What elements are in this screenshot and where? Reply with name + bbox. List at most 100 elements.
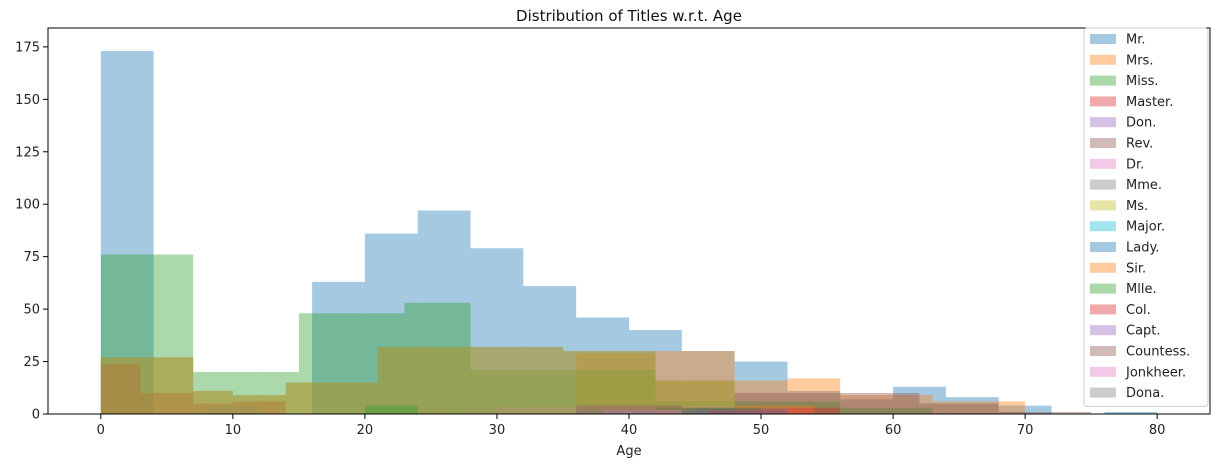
histogram-bar: [100, 51, 154, 415]
legend-swatch: [1090, 346, 1116, 356]
legend-label: Sir.: [1126, 261, 1146, 276]
histogram-bar: [404, 302, 471, 414]
series-0: [100, 51, 1158, 415]
histogram-bar: [655, 380, 735, 414]
legend-entry: Rev.: [1090, 137, 1153, 152]
series-6: [496, 405, 814, 414]
x-tick-label: 60: [885, 423, 902, 438]
histogram-bar: [708, 409, 788, 414]
legend-label: Master.: [1126, 95, 1173, 110]
histogram-bar: [470, 405, 577, 414]
legend-label: Mlle.: [1126, 282, 1157, 297]
y-tick-label: 175: [15, 40, 40, 55]
series-12: [364, 405, 762, 414]
histogram-bar: [681, 407, 788, 414]
x-tick-label: 50: [753, 423, 770, 438]
series-11: [734, 405, 814, 414]
histogram-bar: [681, 351, 735, 414]
x-tick-label: 20: [357, 423, 374, 438]
histogram-bar: [576, 405, 656, 414]
histogram-bar: [576, 353, 656, 414]
histogram-bar: [100, 357, 194, 414]
legend: Mr. Mrs. Miss. Master. Don. Rev. Dr. Mme. Ms. Maj…: [1083, 27, 1209, 407]
legend-swatch: [1090, 54, 1116, 65]
series-8: [100, 346, 735, 414]
series-2: [100, 254, 933, 414]
histogram-bar: [734, 380, 788, 414]
y-tick-label: 100: [15, 198, 40, 213]
histogram-bar: [681, 409, 788, 414]
histogram-bar: [787, 407, 841, 414]
legend-label: Rev.: [1126, 137, 1153, 152]
histogram-bar: [655, 380, 735, 414]
legend-swatch: [1090, 200, 1116, 211]
legend-label: Countess.: [1126, 345, 1190, 360]
histogram-bar: [562, 351, 656, 414]
histogram-bar: [945, 397, 999, 414]
legend-entry: Dona.: [1090, 386, 1164, 401]
legend-label: Col.: [1126, 303, 1151, 318]
legend-entry: Col.: [1090, 303, 1151, 318]
y-tick-label: 25: [23, 355, 40, 370]
x-tick-label: 10: [225, 423, 242, 438]
histogram-bar: [193, 403, 233, 414]
histogram-bar: [470, 369, 563, 414]
histogram-bar: [840, 395, 933, 414]
x-tick-label: 80: [1149, 423, 1166, 438]
chart-title: Distribution of Titles w.r.t. Age: [516, 7, 742, 25]
legend-label: Capt.: [1126, 324, 1161, 339]
histogram-bar: [206, 405, 260, 414]
y-tick-label: 75: [23, 250, 40, 265]
histogram-bar: [681, 409, 788, 414]
legend-entry: Dr.: [1090, 157, 1144, 172]
series-16: [602, 409, 682, 414]
y-tick-label: 50: [23, 303, 40, 318]
histogram-bar: [298, 313, 365, 414]
series-17: [576, 409, 656, 414]
histogram-bar: [893, 386, 946, 414]
legend-entry: Major.: [1090, 220, 1165, 235]
legend-entry: Jonkheer.: [1090, 365, 1186, 380]
y-tick-label: 125: [15, 145, 40, 160]
series-7: [206, 403, 788, 414]
legend-entry: Mr.: [1090, 33, 1146, 48]
histogram-bar: [576, 403, 682, 414]
series-15: [576, 405, 788, 414]
legend-entry: Master.: [1090, 95, 1173, 110]
histogram-bar: [562, 351, 656, 414]
legend-swatch: [1090, 75, 1116, 86]
legend-swatch: [1090, 262, 1116, 273]
legend-entry: Lady.: [1090, 241, 1159, 256]
histogram-bar: [734, 393, 828, 414]
histogram-bar: [655, 405, 735, 414]
histogram-bar: [417, 210, 471, 414]
histogram-bar: [747, 401, 841, 414]
histogram-bar: [576, 317, 629, 414]
histogram-bar: [602, 409, 682, 414]
histogram-bar: [100, 357, 194, 414]
x-axis-title: Age: [616, 444, 641, 459]
legend-swatch: [1090, 96, 1116, 107]
histogram-bar: [523, 286, 577, 414]
legend-label: Lady.: [1126, 241, 1159, 256]
legend-label: Jonkheer.: [1125, 365, 1186, 380]
legend-swatch: [1090, 366, 1116, 377]
histogram-bar: [998, 411, 1092, 414]
histogram-bar: [140, 393, 194, 414]
histogram-bar: [312, 281, 365, 414]
legend-swatch: [1090, 158, 1116, 169]
legend-entry: Mlle.: [1090, 282, 1157, 297]
legend-swatch: [1090, 138, 1116, 148]
histogram-bar: [840, 407, 933, 414]
legend-label: Mr.: [1126, 33, 1146, 48]
histogram-bar: [655, 351, 735, 414]
series-14: [681, 409, 788, 414]
legend-entry: Countess.: [1090, 345, 1190, 360]
histogram-bar: [734, 361, 788, 414]
histogram-bar: [655, 407, 762, 414]
series-9: [681, 409, 788, 414]
legend-label: Don.: [1126, 116, 1156, 131]
histogram-bar: [1104, 411, 1158, 414]
series-10: [695, 407, 762, 414]
